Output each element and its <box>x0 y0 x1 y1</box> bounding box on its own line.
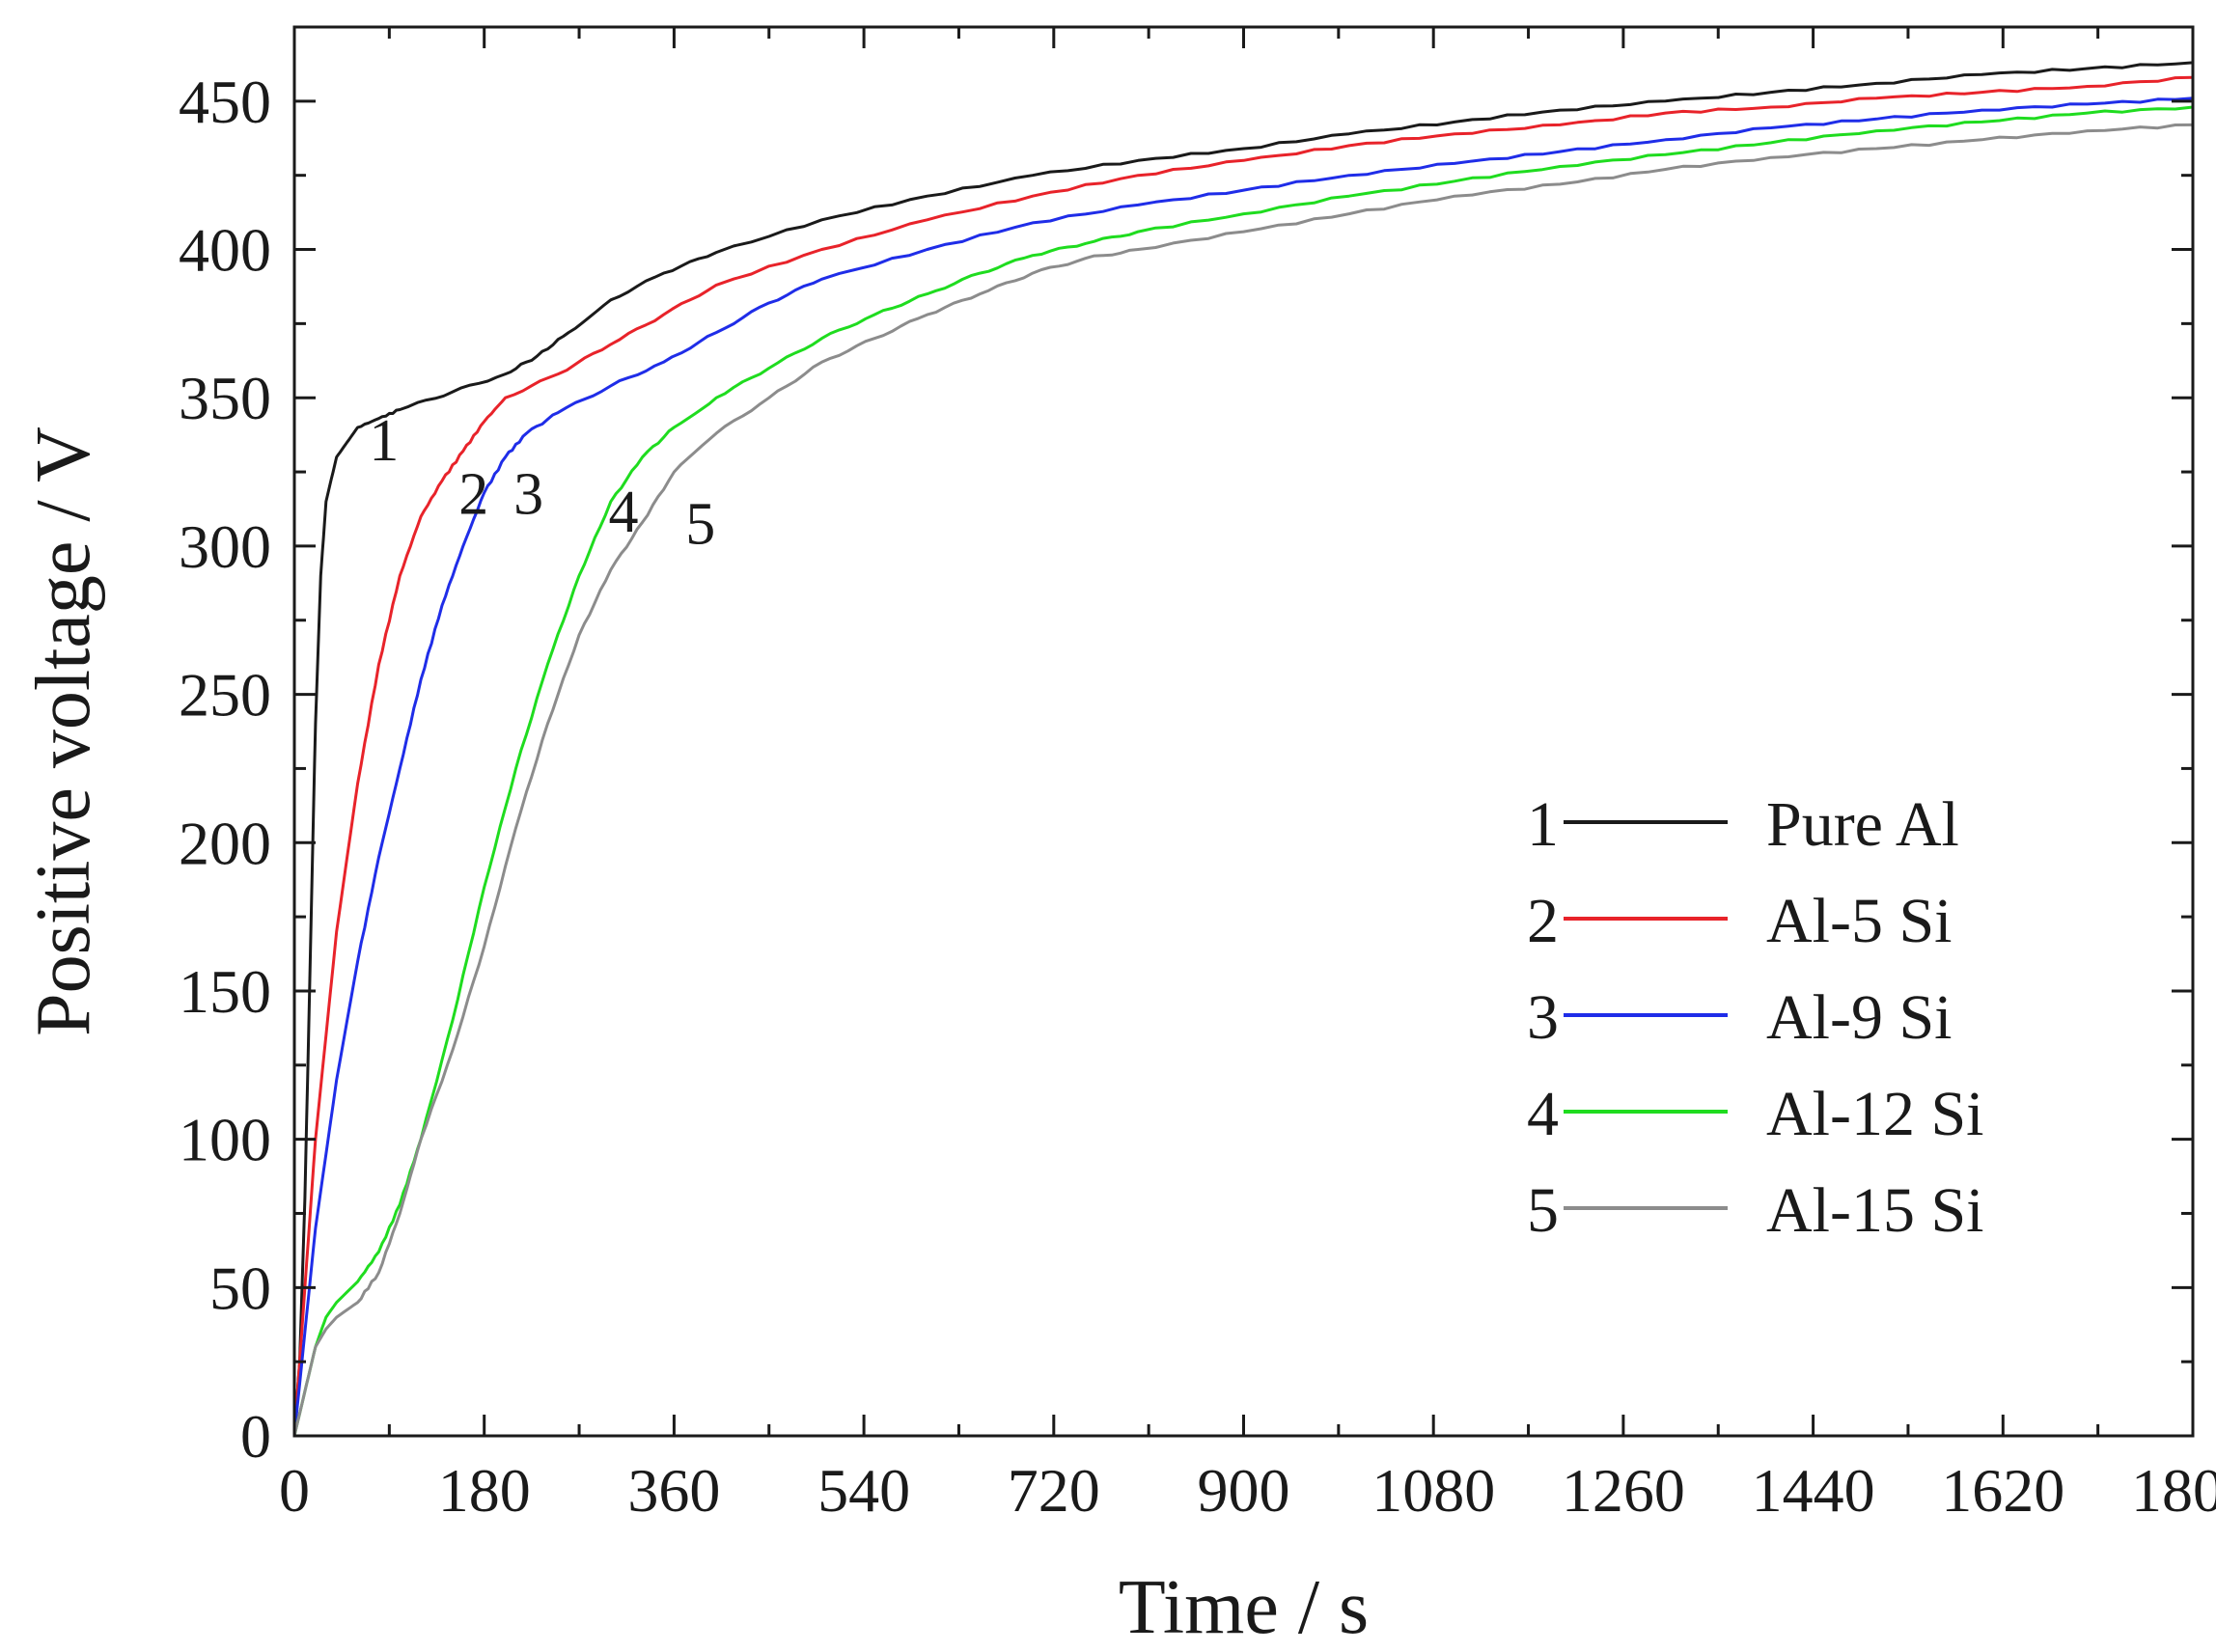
curve-labels-layer: 12 3 4 5 <box>369 408 715 557</box>
legend-label-2: Al-5 Si <box>1766 886 1953 956</box>
y-axis-title: Positive voltage / V <box>21 427 106 1036</box>
legend-label-1: Pure Al <box>1766 789 1959 860</box>
x-tick-label: 1260 <box>1562 1456 1685 1525</box>
x-tick-label: 540 <box>817 1456 910 1525</box>
legend-number-1: 1 <box>1527 789 1559 860</box>
series-line-3 <box>292 96 2194 1437</box>
series-line-2 <box>292 75 2194 1437</box>
y-tick-label: 150 <box>179 957 271 1026</box>
curve-label-1: 1 <box>369 408 399 474</box>
legend-label-5: Al-15 Si <box>1766 1175 1984 1246</box>
legend-label-3: Al-9 Si <box>1766 982 1953 1053</box>
curve-label-3: 3 <box>513 462 543 528</box>
x-tick-label: 0 <box>279 1456 310 1525</box>
y-tick-label: 50 <box>209 1253 271 1322</box>
x-axis-title: Time / s <box>1119 1565 1369 1650</box>
y-tick-label: 250 <box>179 661 271 730</box>
y-tick-label: 400 <box>179 216 271 285</box>
y-tick-label: 300 <box>179 512 271 581</box>
ticks-layer <box>292 25 2195 1438</box>
series-layer <box>292 61 2194 1437</box>
x-tick-label: 360 <box>627 1456 720 1525</box>
curve-label-5: 5 <box>685 491 715 557</box>
x-tick-label: 1440 <box>1752 1456 1875 1525</box>
y-tick-label: 200 <box>179 809 271 877</box>
series-line-1 <box>292 61 2194 1437</box>
legend-number-4: 4 <box>1527 1079 1559 1149</box>
legend-number-5: 5 <box>1527 1175 1559 1246</box>
series-line-4 <box>292 105 2194 1437</box>
x-tick-label: 1620 <box>1941 1456 2064 1525</box>
curve-label-2: 2 <box>458 462 488 528</box>
y-tick-label: 100 <box>179 1106 271 1174</box>
x-tick-label: 720 <box>1008 1456 1100 1525</box>
x-tick-label: 180 <box>438 1456 531 1525</box>
legend-label-4: Al-12 Si <box>1766 1079 1984 1149</box>
x-tick-label: 1080 <box>1371 1456 1495 1525</box>
y-tick-label: 350 <box>179 364 271 432</box>
legend: 1 Pure Al 2 Al-5 Si 3 Al-9 Si 4 Al-12 Si 5 Al-15 … <box>1527 789 1984 1246</box>
x-tick-label: 900 <box>1198 1456 1290 1525</box>
y-tick-label: 0 <box>240 1402 271 1471</box>
legend-number-3: 3 <box>1527 982 1559 1053</box>
legend-number-2: 2 <box>1527 886 1559 956</box>
series-line-5 <box>292 123 2194 1437</box>
y-tick-label: 450 <box>179 68 271 136</box>
curve-label-4: 4 <box>608 480 638 545</box>
